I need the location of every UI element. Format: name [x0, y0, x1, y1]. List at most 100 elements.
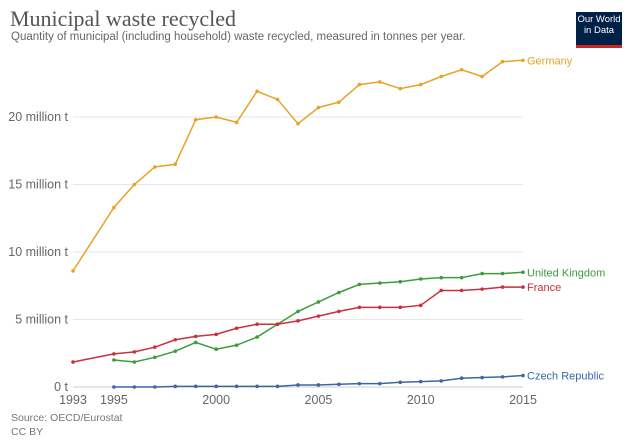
data-point-germany [521, 58, 525, 63]
data-point-germany [439, 74, 443, 79]
series-label-united-kingdom: United Kingdom [527, 267, 605, 279]
data-point-germany [500, 59, 505, 64]
y-tick-label: 20 million t [8, 110, 68, 124]
license-note: CC BY [11, 426, 44, 438]
data-point-united-kingdom [214, 347, 218, 352]
data-point-czech-republic [337, 382, 341, 387]
data-point-united-kingdom [459, 275, 464, 280]
data-point-france [275, 322, 280, 327]
data-point-france [357, 305, 362, 310]
data-point-germany [132, 182, 137, 187]
x-tick-label: 1993 [59, 393, 87, 407]
data-point-united-kingdom [193, 340, 198, 345]
owid-logo[interactable]: Our World in Data [576, 12, 622, 48]
data-point-united-kingdom [378, 281, 382, 285]
data-point-czech-republic [193, 384, 198, 389]
data-point-united-kingdom [398, 279, 403, 284]
data-point-czech-republic [214, 384, 218, 389]
series-label-germany: Germany [527, 55, 573, 67]
data-point-france [296, 319, 300, 323]
data-point-germany [173, 162, 178, 167]
data-point-france [132, 350, 137, 354]
data-point-france [398, 305, 403, 310]
data-point-france [521, 285, 525, 289]
y-tick-label: 5 million t [15, 313, 68, 327]
data-point-czech-republic [153, 385, 157, 389]
data-point-united-kingdom [296, 309, 300, 314]
x-tick-label: 1995 [100, 393, 128, 407]
data-point-germany [480, 74, 484, 79]
data-point-france [459, 288, 464, 293]
x-tick-label: 2010 [407, 393, 435, 407]
data-point-czech-republic [275, 384, 280, 389]
data-point-france [112, 352, 116, 356]
data-point-germany [193, 117, 198, 122]
data-point-germany [296, 121, 300, 126]
data-point-united-kingdom [173, 349, 178, 354]
y-tick-label: 10 million t [8, 245, 68, 259]
data-point-germany [214, 115, 218, 119]
data-point-germany [357, 82, 362, 87]
data-point-czech-republic [459, 376, 464, 381]
data-point-czech-republic [255, 384, 259, 389]
data-point-united-kingdom [500, 271, 505, 276]
data-point-united-kingdom [418, 277, 423, 281]
data-point-united-kingdom [132, 360, 137, 364]
data-point-czech-republic [521, 373, 525, 378]
x-tick-label: 2000 [202, 393, 230, 407]
data-point-france [214, 332, 218, 337]
x-tick-label: 2015 [509, 393, 537, 407]
data-point-czech-republic [378, 381, 382, 386]
data-point-czech-republic [500, 375, 505, 379]
data-point-czech-republic [132, 385, 137, 389]
data-point-czech-republic [296, 383, 300, 387]
data-point-czech-republic [112, 385, 116, 389]
data-point-germany [71, 269, 75, 273]
data-point-france [337, 309, 341, 314]
data-point-czech-republic [439, 379, 443, 383]
data-point-united-kingdom [153, 355, 157, 360]
data-point-united-kingdom [337, 290, 341, 295]
data-point-france [418, 303, 423, 308]
data-point-germany [337, 100, 341, 104]
data-point-france [193, 334, 198, 339]
data-point-united-kingdom [439, 275, 443, 280]
data-point-france [500, 285, 505, 289]
data-point-czech-republic [357, 381, 362, 386]
data-point-czech-republic [398, 380, 403, 385]
chart-subtitle: Quantity of municipal (including househo… [11, 31, 466, 43]
data-point-united-kingdom [234, 343, 239, 347]
source-note: Source: OECD/Eurostat [11, 412, 123, 424]
data-point-united-kingdom [316, 300, 321, 304]
data-point-france [234, 326, 239, 331]
data-point-germany [153, 165, 157, 169]
data-point-germany [459, 67, 464, 72]
data-point-germany [398, 86, 403, 91]
data-point-united-kingdom [255, 335, 259, 339]
chart-title: Municipal waste recycled [10, 6, 237, 31]
data-point-france [153, 345, 157, 349]
data-point-czech-republic [173, 384, 178, 389]
x-tick-label: 2005 [305, 393, 333, 407]
data-point-france [439, 288, 443, 293]
data-point-czech-republic [316, 383, 321, 387]
series-label-czech-republic: Czech Republic [527, 371, 605, 383]
data-point-czech-republic [234, 384, 239, 389]
data-point-germany [316, 105, 321, 110]
series-label-france: France [527, 282, 561, 294]
data-point-france [480, 287, 484, 291]
data-point-united-kingdom [357, 282, 362, 287]
y-tick-label: 0 t [54, 380, 68, 394]
data-point-czech-republic [418, 379, 423, 384]
data-point-germany [255, 89, 259, 94]
data-point-germany [418, 82, 423, 87]
data-point-united-kingdom [112, 358, 116, 362]
data-point-germany [275, 97, 280, 102]
data-point-united-kingdom [480, 271, 484, 276]
series-line-france [72, 286, 523, 363]
data-point-germany [112, 205, 116, 210]
data-point-france [316, 314, 321, 318]
data-point-united-kingdom [521, 270, 525, 275]
data-point-france [71, 360, 75, 364]
